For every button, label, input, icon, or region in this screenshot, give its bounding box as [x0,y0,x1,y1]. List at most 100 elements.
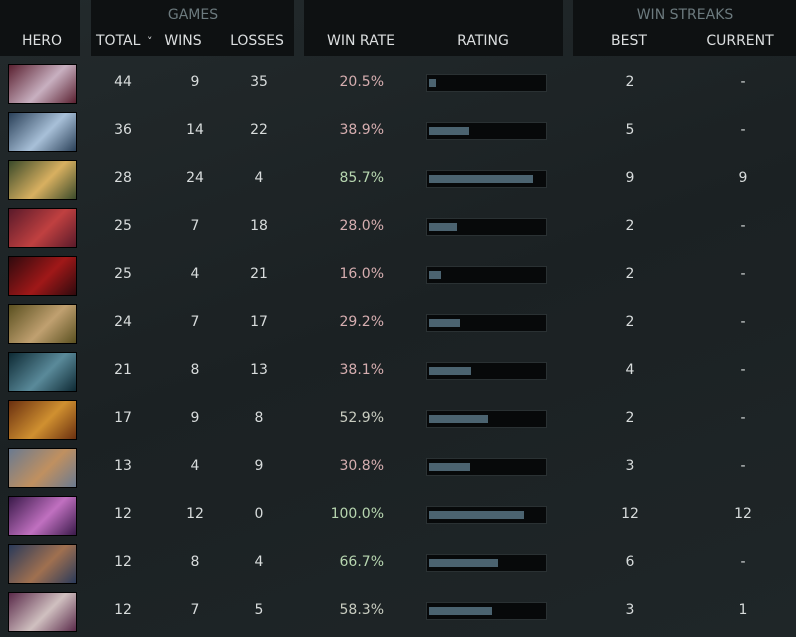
rating-bar-track [426,410,547,428]
total: 25 [114,218,132,234]
hero-portrait [8,544,77,584]
win-rate: 28.0% [339,218,384,234]
wins: 7 [190,218,200,234]
hero-portrait [8,208,77,248]
losses: 21 [250,266,268,282]
rating-bar-track [426,506,547,524]
total: 24 [114,314,132,330]
win-rate: 29.2% [339,314,384,330]
rating-bar [429,511,524,519]
current-streak: - [740,314,746,330]
current-streak: - [740,410,746,426]
best-streak: 2 [625,410,635,426]
wins: 8 [190,554,200,570]
losses: 17 [250,314,268,330]
hero-portrait [8,160,77,200]
rating-bar [429,559,498,567]
total: 28 [114,170,132,186]
current-streak: - [740,218,746,234]
wins: 4 [190,266,200,282]
header-block [91,0,294,56]
column-header[interactable]: HERO [21,33,63,49]
rating-bar-track [426,266,547,284]
column-header[interactable]: LOSSES [230,33,284,49]
header-block [573,0,796,56]
hero-portrait [8,112,77,152]
rating-bar [429,319,460,327]
total: 12 [114,602,132,618]
wins: 14 [186,122,204,138]
rating-bar [429,223,458,231]
best-streak: 4 [625,362,635,378]
rating-bar-track [426,314,547,332]
losses: 35 [250,74,268,90]
win-rate: 38.1% [339,362,384,378]
current-streak: - [740,122,746,138]
rating-bar [429,607,493,615]
rating-bar-track [426,554,547,572]
column-header[interactable]: WINS [164,33,202,49]
best-streak: 6 [625,554,635,570]
rating-bar [429,175,533,183]
losses: 18 [250,218,268,234]
best-streak: 2 [625,266,635,282]
losses: 0 [254,506,264,522]
current-streak: - [740,362,746,378]
hero-portrait [8,256,77,296]
win-rate: 52.9% [339,410,384,426]
rating-bar-track [426,602,547,620]
win-rate: 30.8% [339,458,384,474]
current-streak: - [740,458,746,474]
wins: 8 [190,362,200,378]
losses: 4 [254,554,264,570]
total: 12 [114,554,132,570]
wins: 9 [190,410,200,426]
rating-bar-track [426,170,547,188]
best-streak: 12 [621,506,639,522]
hero-portrait [8,592,77,632]
column-header[interactable]: TOTAL [96,33,141,49]
hero-portrait [8,64,77,104]
hero-portrait [8,400,77,440]
total: 36 [114,122,132,138]
wins: 4 [190,458,200,474]
rating-bar [429,367,471,375]
best-streak: 3 [625,458,635,474]
current-streak: 9 [738,170,748,186]
current-streak: - [740,74,746,90]
column-header[interactable]: RATING [457,33,509,49]
win-rate: 100.0% [330,506,384,522]
losses: 5 [254,602,264,618]
column-header[interactable]: WIN RATE [327,33,395,49]
win-rate: 58.3% [339,602,384,618]
rating-bar-track [426,362,547,380]
wins: 7 [190,314,200,330]
hero-portrait [8,448,77,488]
win-rate: 16.0% [339,266,384,282]
group-label: WIN STREAKS [636,7,734,23]
wins: 24 [186,170,204,186]
hero-portrait [8,496,77,536]
rating-bar [429,463,470,471]
best-streak: 3 [625,602,635,618]
group-label: GAMES [167,7,219,23]
current-streak: - [740,554,746,570]
win-rate: 20.5% [339,74,384,90]
column-header[interactable]: BEST [611,33,647,49]
win-rate: 66.7% [339,554,384,570]
best-streak: 2 [625,314,635,330]
column-header[interactable]: CURRENT [706,33,774,49]
losses: 9 [254,458,264,474]
rating-bar-track [426,218,547,236]
current-streak: - [740,266,746,282]
rating-bar [429,271,442,279]
header-block [0,0,80,56]
best-streak: 9 [625,170,635,186]
sort-indicator: ˅ [147,35,153,48]
losses: 22 [250,122,268,138]
rating-bar [429,127,469,135]
hero-portrait [8,352,77,392]
current-streak: 12 [734,506,752,522]
header-block [304,0,563,56]
total: 13 [114,458,132,474]
